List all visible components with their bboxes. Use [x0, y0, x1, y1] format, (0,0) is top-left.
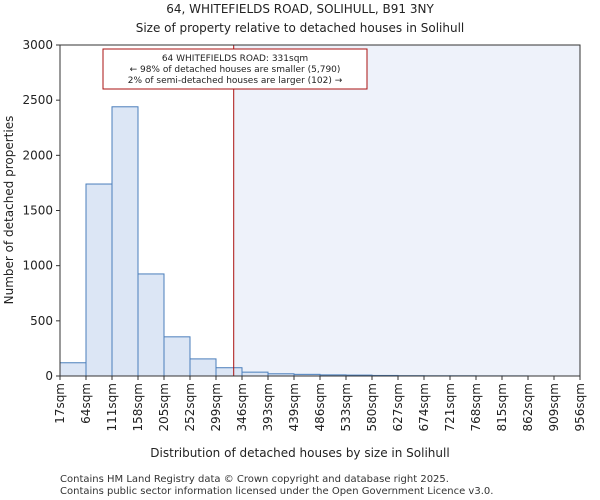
x-tick-label: 252sqm: [183, 383, 197, 431]
highlight-region: [233, 45, 580, 376]
x-tick-label: 674sqm: [417, 383, 431, 431]
histogram-bar: [137, 273, 165, 377]
x-tick-label: 956sqm: [573, 383, 587, 431]
x-tick-label: 862sqm: [521, 383, 535, 431]
histogram-bar: [241, 371, 269, 377]
x-axis-label: Distribution of detached houses by size …: [150, 446, 449, 460]
histogram-bar: [189, 358, 217, 377]
y-tick-label: 0: [45, 369, 53, 383]
footer-line-2: Contains public sector information licen…: [60, 486, 493, 497]
x-tick-label: 64sqm: [79, 383, 93, 424]
x-tick-label: 533sqm: [339, 383, 353, 431]
x-tick-label: 815sqm: [495, 383, 509, 431]
annotation-line-1: 64 WHITEFIELDS ROAD: 331sqm: [162, 54, 308, 64]
y-tick-label: 2000: [22, 148, 53, 162]
x-tick-label: 346sqm: [235, 383, 249, 431]
y-axis-label: Number of detached properties: [2, 116, 16, 305]
chart-title: 64, WHITEFIELDS ROAD, SOLIHULL, B91 3NY: [166, 2, 434, 16]
histogram-bar: [59, 362, 87, 377]
x-tick-label: 393sqm: [261, 383, 275, 431]
x-tick-label: 158sqm: [131, 383, 145, 431]
x-tick-label: 768sqm: [469, 383, 483, 431]
x-tick-label: 721sqm: [443, 383, 457, 431]
x-tick-label: 17sqm: [53, 383, 67, 424]
plot-area: 0 500 1000 1500 2000 2500 3000 17sqm 64sqm 111sqm…: [22, 38, 587, 431]
y-tick-label: 2500: [22, 93, 53, 107]
annotation-box: [102, 48, 368, 90]
chart-subtitle: Size of property relative to detached ho…: [136, 21, 465, 35]
x-tick-label: 299sqm: [209, 383, 223, 431]
x-tick-label: 627sqm: [391, 383, 405, 431]
histogram-bar: [215, 367, 243, 377]
annotation-line-2: ← 98% of detached houses are smaller (5,…: [130, 65, 341, 75]
footer-line-1: Contains HM Land Registry data © Crown c…: [60, 474, 449, 485]
x-tick-label: 909sqm: [547, 383, 561, 431]
y-tick-label: 1000: [22, 259, 53, 273]
x-tick-label: 580sqm: [365, 383, 379, 431]
histogram-bar: [111, 106, 139, 377]
x-tick-label: 205sqm: [157, 383, 171, 431]
y-tick-label: 500: [30, 314, 53, 328]
histogram-bar: [163, 336, 191, 377]
annotation-line-3: 2% of semi-detached houses are larger (1…: [128, 76, 343, 86]
x-tick-label: 439sqm: [287, 383, 301, 431]
histogram-bar: [85, 183, 113, 377]
x-tick-label: 486sqm: [313, 383, 327, 431]
x-tick-label: 111sqm: [105, 383, 119, 431]
y-tick-label: 3000: [22, 38, 53, 52]
y-tick-label: 1500: [22, 204, 53, 218]
